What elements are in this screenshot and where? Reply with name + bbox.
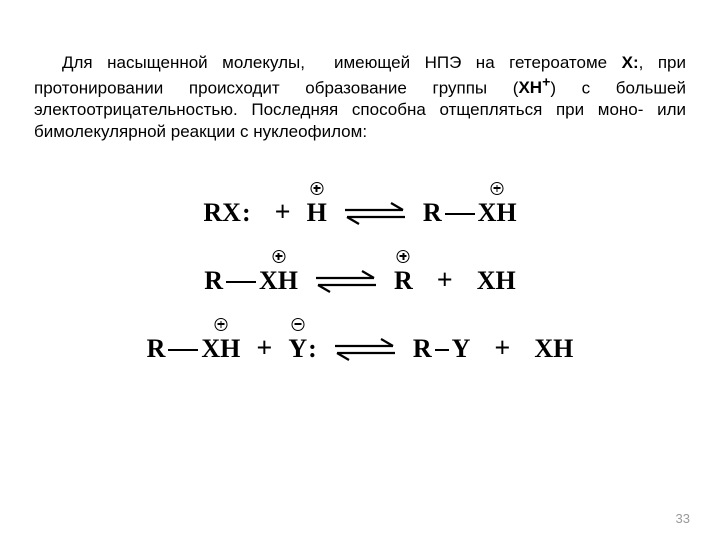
species-R: R bbox=[147, 336, 166, 362]
eq3: RXH+Y: RY+XH bbox=[147, 335, 574, 363]
plus-operator: + bbox=[488, 335, 516, 363]
species-H: H bbox=[307, 200, 327, 226]
species-Y: Y bbox=[452, 336, 471, 362]
equilibrium-icon bbox=[341, 200, 409, 226]
lone-pair-icon: : bbox=[242, 200, 251, 226]
eq2: R XH R + XH bbox=[204, 267, 516, 295]
plus-operator: + bbox=[269, 199, 297, 227]
bond-line bbox=[435, 349, 449, 351]
equilibrium-arrows bbox=[341, 200, 409, 226]
species-R: R bbox=[423, 200, 442, 226]
species-R: R bbox=[204, 268, 223, 294]
charge-plus-icon bbox=[310, 182, 323, 195]
page-number: 33 bbox=[676, 511, 690, 526]
slide-page: Для насыщенной молекулы, имеющей НПЭ на … bbox=[0, 0, 720, 540]
species-RX: RX bbox=[203, 200, 241, 226]
eq1: RX: + H R XH bbox=[203, 199, 516, 227]
charge-plus-icon bbox=[214, 318, 227, 331]
equilibrium-arrows bbox=[312, 268, 380, 294]
lone-pair-icon: : bbox=[308, 336, 317, 362]
plus-operator: + bbox=[431, 267, 459, 295]
species-XH: XH bbox=[259, 268, 298, 294]
bond-line bbox=[168, 349, 198, 351]
equilibrium-icon bbox=[331, 336, 399, 362]
equilibrium-icon bbox=[312, 268, 380, 294]
equilibrium-arrows bbox=[331, 336, 399, 362]
species-R: R bbox=[394, 268, 413, 294]
species-XH: XH bbox=[201, 336, 240, 362]
species-R: R bbox=[413, 336, 432, 362]
species-XH: XH bbox=[478, 200, 517, 226]
equations-block: RX:+H RXHRXH R+XHRXH+Y: RY+XH bbox=[34, 199, 686, 363]
species-Y: Y bbox=[288, 336, 307, 362]
plus-operator: + bbox=[250, 335, 278, 363]
charge-plus-icon bbox=[491, 182, 504, 195]
species-XH: XH bbox=[477, 268, 516, 294]
charge-plus-icon bbox=[272, 250, 285, 263]
bond-line bbox=[445, 213, 475, 215]
species-XH: XH bbox=[534, 336, 573, 362]
charge-plus-icon bbox=[397, 250, 410, 263]
bond-line bbox=[226, 281, 256, 283]
intro-paragraph: Для насыщенной молекулы, имеющей НПЭ на … bbox=[34, 52, 686, 143]
paragraph-text: Для насыщенной молекулы, имеющей НПЭ на … bbox=[34, 53, 686, 141]
charge-minus-icon bbox=[291, 318, 304, 331]
